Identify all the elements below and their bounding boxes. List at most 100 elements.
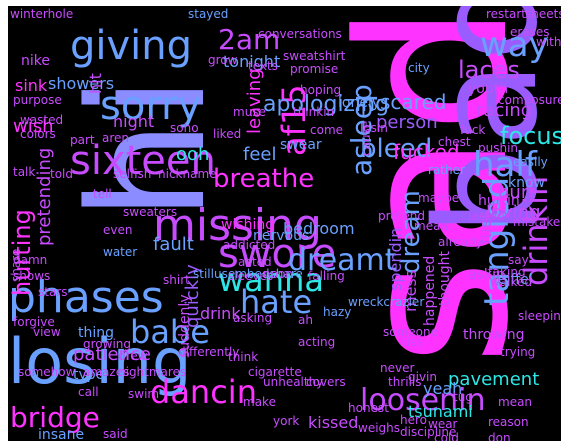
word-142: acting xyxy=(298,335,336,349)
word-72: nervous xyxy=(253,228,310,244)
word-117: sleeves xyxy=(228,269,274,283)
word-166: hero xyxy=(400,413,427,427)
word-80: sheets xyxy=(525,7,561,21)
word-144: kiss xyxy=(400,335,423,349)
word-50: night xyxy=(113,112,155,131)
word-113: even xyxy=(103,223,133,237)
word-168: reason xyxy=(488,415,529,429)
word-106: easily xyxy=(513,155,548,169)
word-24: bleed xyxy=(360,134,433,164)
word-78: winterhole xyxy=(10,7,74,21)
word-127: damn xyxy=(13,253,48,267)
word-107: talk xyxy=(13,165,36,179)
word-14: babe xyxy=(130,313,210,351)
word-75: youth xyxy=(468,81,509,97)
word-77: conversations xyxy=(258,27,342,41)
word-100: losin xyxy=(360,121,388,135)
word-141: ah xyxy=(298,313,313,327)
word-134: falling xyxy=(308,269,345,283)
word-45: spendin xyxy=(386,227,405,291)
word-87: promise xyxy=(290,62,339,76)
word-164: make xyxy=(243,395,276,409)
word-62: type xyxy=(73,367,105,383)
word-95: come xyxy=(310,123,344,137)
word-19: 2am xyxy=(218,23,281,56)
word-71: eiffel xyxy=(498,272,533,288)
word-56: hit xyxy=(86,73,105,94)
word-104: telling xyxy=(408,155,446,169)
word-17: way xyxy=(480,25,549,65)
word-cloud: sad bad hi losing missing phases swore sixteen g… xyxy=(8,6,561,441)
word-149: differently xyxy=(178,345,240,359)
word-152: somehow xyxy=(18,365,76,379)
word-123: say xyxy=(508,253,529,267)
word-126: already xyxy=(438,235,483,249)
word-84: purpose xyxy=(13,93,62,107)
word-33: loving xyxy=(486,202,541,223)
word-151: never xyxy=(380,361,415,375)
word-7: sixteen xyxy=(70,138,216,184)
word-102: chest xyxy=(438,135,471,149)
word-53: tonight xyxy=(223,52,281,71)
word-5: phases xyxy=(8,272,164,323)
word-94: thinkin xyxy=(293,105,335,119)
word-93: muse xyxy=(233,105,266,119)
word-114: water xyxy=(103,245,138,259)
word-64: insane xyxy=(38,427,85,441)
word-16: bridge xyxy=(10,401,100,434)
word-43: kissed xyxy=(308,413,359,432)
word-148: drew xyxy=(118,349,148,363)
word-40: pavement xyxy=(448,369,540,390)
word-161: givin xyxy=(408,370,437,384)
word-52: showers xyxy=(48,74,115,93)
word-133: noon xyxy=(263,267,293,281)
word-55: sink xyxy=(15,76,48,95)
word-65: thought xyxy=(437,250,453,306)
word-153: amazes xyxy=(83,365,130,379)
word-58: bedroom xyxy=(283,219,355,238)
word-172: cold xyxy=(434,431,459,441)
word-13: hate xyxy=(240,283,313,321)
word-103: pushin xyxy=(478,141,519,155)
word-132: stillusembedshare xyxy=(193,267,303,281)
word-137: walked xyxy=(490,275,533,289)
word-34: scared xyxy=(380,90,447,114)
word-131: shirt xyxy=(163,273,190,287)
word-57: leaving xyxy=(244,68,265,134)
word-70: askin xyxy=(468,267,505,283)
word-86: texts xyxy=(248,59,278,73)
word-3: losing xyxy=(8,325,192,398)
word-88: city xyxy=(408,61,430,75)
word-143: someone xyxy=(383,325,438,339)
word-121: lasted xyxy=(468,209,505,223)
word-41: yeah xyxy=(423,379,463,398)
word-97: aren xyxy=(102,131,130,145)
word-59: wishing xyxy=(221,217,275,233)
word-96: part xyxy=(70,133,95,147)
word-82: erases xyxy=(510,25,550,39)
word-36: fucked xyxy=(393,140,460,164)
word-28: laces xyxy=(458,56,520,84)
word-91: wasted xyxy=(20,113,64,127)
word-110: nickname xyxy=(158,167,217,181)
word-136: hazy xyxy=(323,305,352,319)
word-124: taking xyxy=(488,265,526,279)
word-119: meant xyxy=(414,219,453,233)
word-167: wear xyxy=(428,417,458,431)
word-15: wanna xyxy=(218,261,324,299)
word-157: swim xyxy=(128,387,160,401)
word-105: cause xyxy=(359,120,373,156)
word-116: acted xyxy=(238,255,272,269)
word-108: told xyxy=(50,167,73,181)
word-69: hurtin xyxy=(478,193,520,209)
word-73: swear xyxy=(280,137,322,153)
word-49: wish xyxy=(13,116,54,137)
word-31: hurt xyxy=(498,182,536,203)
word-6: swore xyxy=(218,231,337,277)
word-37: pretending xyxy=(34,147,55,246)
word-35: person xyxy=(376,112,438,133)
word-111: tell xyxy=(93,187,112,201)
word-109: selfish xyxy=(113,167,152,181)
word-163: mean xyxy=(498,395,533,409)
